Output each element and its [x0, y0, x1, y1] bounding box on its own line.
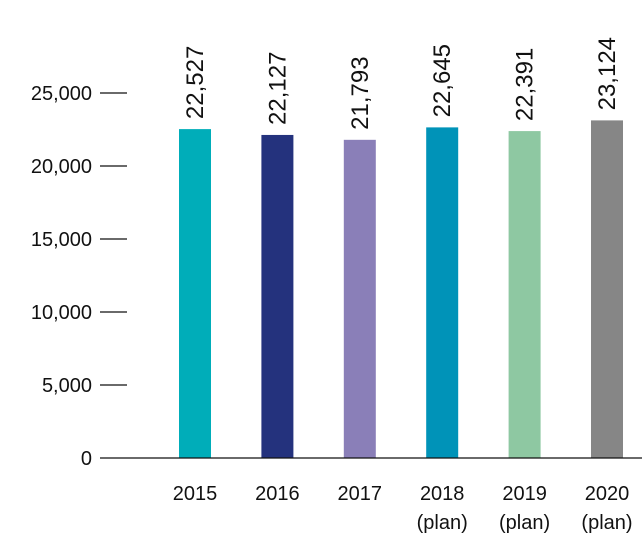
bar — [591, 120, 623, 459]
x-tick-label-sub: (plan) — [499, 512, 550, 534]
bar — [426, 127, 459, 459]
y-tick-label: 15,000 — [31, 229, 92, 251]
x-tick-label-sub: (plan) — [581, 512, 632, 534]
x-tick-label: 2019 — [502, 483, 547, 505]
y-tick-label: 25,000 — [31, 83, 92, 105]
bar — [343, 139, 376, 458]
data-label: 23,124 — [594, 37, 621, 110]
x-axis: 2015 2016 2017 2018 (plan) 2019 (plan) 2020 (pla… — [100, 457, 642, 534]
bar — [508, 131, 541, 458]
y-tick-label: 5,000 — [42, 375, 92, 397]
data-label: 22,127 — [264, 52, 291, 125]
x-tick-label: 2018 — [420, 483, 465, 505]
bar — [179, 129, 211, 458]
data-label: 22,391 — [512, 48, 539, 121]
data-label: 22,645 — [429, 44, 456, 117]
x-tick-label: 2016 — [255, 483, 300, 505]
data-label: 21,793 — [347, 56, 374, 129]
bar — [261, 134, 294, 458]
x-tick-label: 2015 — [173, 483, 218, 505]
x-tick-label-sub: (plan) — [417, 512, 468, 534]
y-tick-label: 20,000 — [31, 156, 92, 178]
bars — [179, 120, 623, 459]
data-label: 22,527 — [182, 46, 209, 119]
x-tick-label: 2017 — [338, 483, 383, 505]
x-tick-label: 2020 — [585, 483, 630, 505]
y-tick-label: 0 — [81, 448, 92, 470]
y-axis: 0 5,000 10,000 15,000 20,000 25,000 — [31, 83, 127, 470]
value-labels: 22,527 22,127 21,793 22,645 22,391 23,124 — [182, 37, 621, 130]
y-tick-label: 10,000 — [31, 302, 92, 324]
